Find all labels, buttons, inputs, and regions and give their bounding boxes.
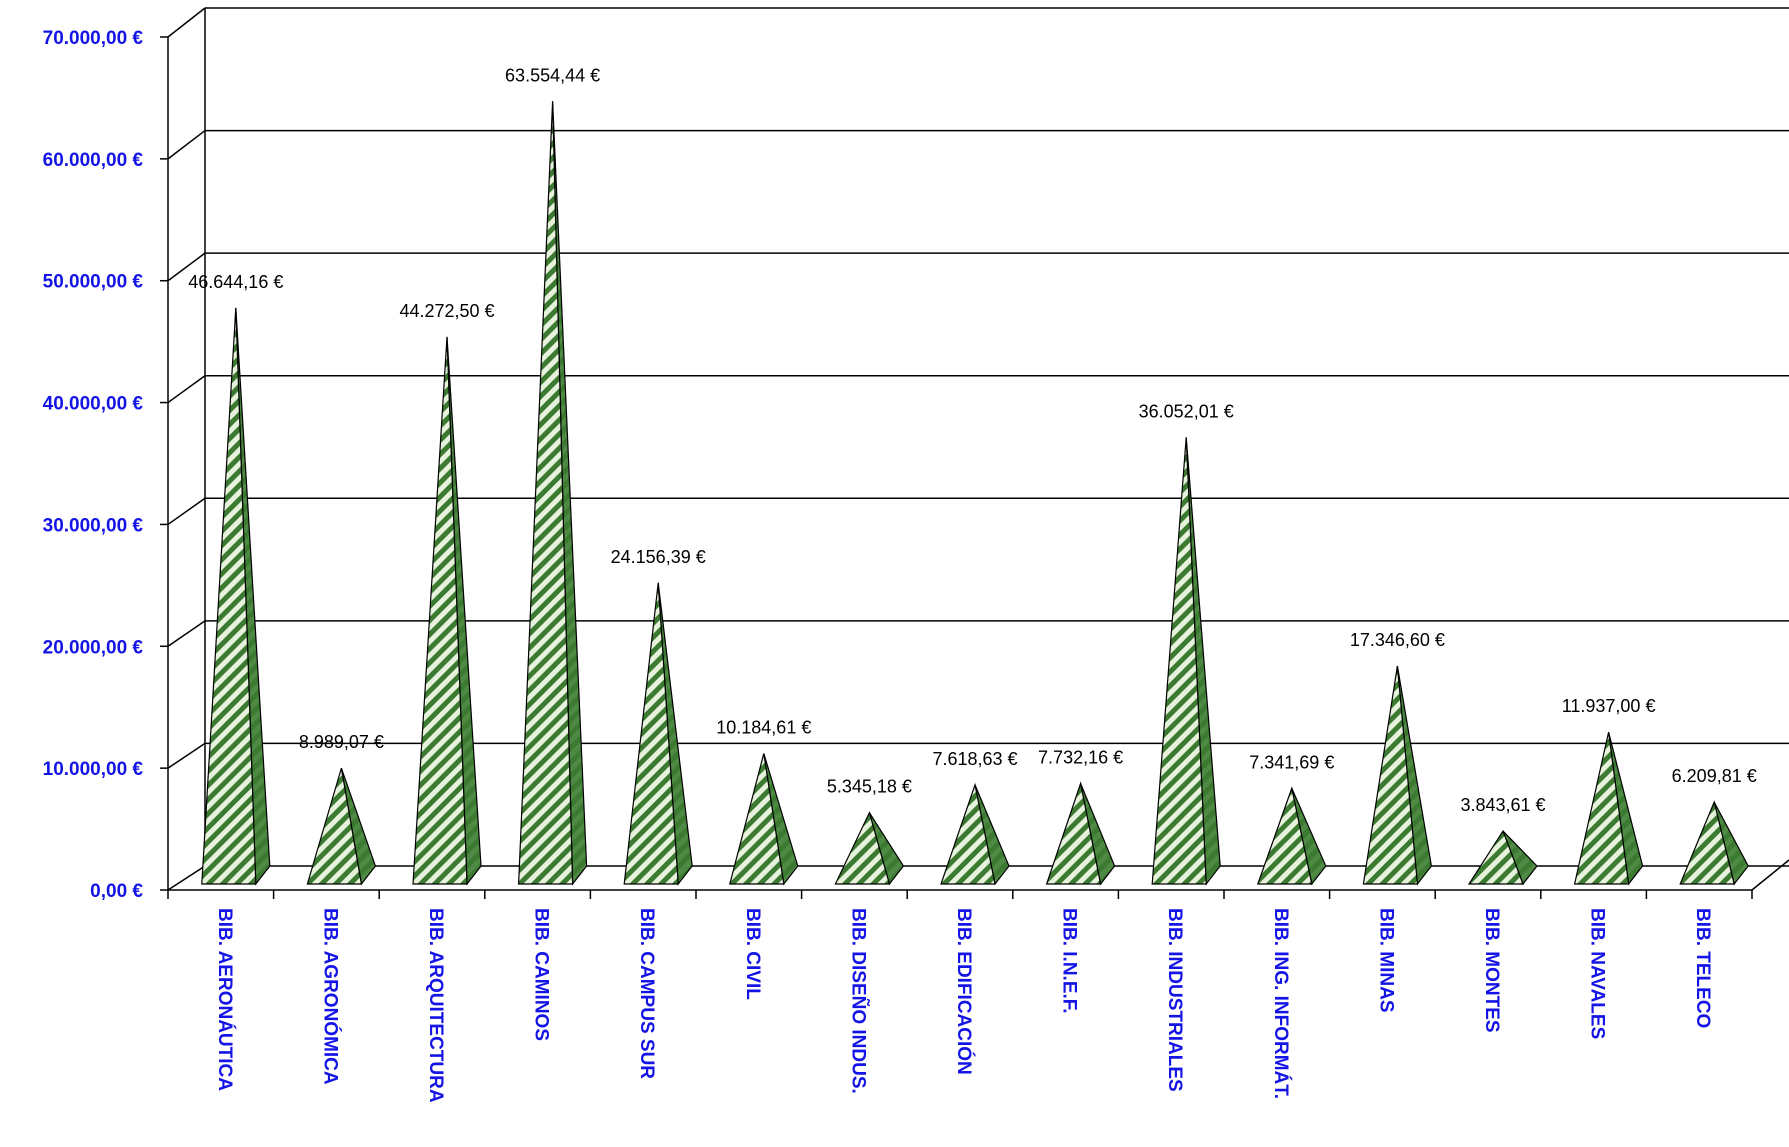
y-tick-labels: 0,00 € 10.000,00 € 20.000,00 € 30.000,00 € 4…	[43, 28, 144, 902]
y-tick-label: 40.000,00 €	[43, 394, 144, 415]
data-label: 8.989,07 €	[299, 732, 384, 752]
bar	[412, 336, 482, 886]
side-gridline	[167, 865, 206, 891]
bar-front-face	[729, 753, 785, 885]
data-label: 5.345,18 €	[827, 777, 912, 797]
data-label: 3.843,61 €	[1460, 795, 1545, 815]
bar	[1573, 731, 1644, 886]
bar-front-face	[940, 782, 996, 885]
data-label: 7.341,69 €	[1249, 752, 1334, 772]
x-tick-label: BIB. AGRONÓMICA	[319, 908, 341, 1085]
data-label: 46.644,16 €	[188, 272, 283, 292]
x-tick-label: BIB. I.N.E.F.	[1059, 908, 1080, 1014]
x-tick-label: BIB. AERONÁUTICA	[214, 908, 236, 1091]
x-tick-label: BIB. MONTES	[1481, 908, 1502, 1033]
data-label: 10.184,61 €	[716, 718, 811, 738]
x-tick-label: BIB. CIVIL	[742, 908, 763, 1000]
bar	[517, 101, 588, 886]
data-label: 63.554,44 €	[505, 65, 600, 85]
bar-front-face	[306, 767, 363, 885]
bar-front-face	[412, 336, 468, 885]
bar-front-face	[1045, 781, 1102, 885]
side-gridline	[167, 620, 206, 647]
x-tick-label: BIB. NAVALES	[1587, 908, 1608, 1039]
bar	[201, 307, 271, 886]
x-tick-label: BIB. EDIFICACIÓN	[953, 908, 975, 1075]
y-tick-label: 60.000,00 €	[43, 150, 144, 171]
side-gridline	[167, 252, 206, 282]
x-tick-label: BIB. CAMINOS	[531, 908, 552, 1041]
data-label: 7.732,16 €	[1038, 748, 1123, 768]
data-label: 36.052,01 €	[1139, 401, 1234, 421]
x-tick-label: BIB. CAMPUS SUR	[636, 908, 657, 1079]
bar	[1679, 800, 1749, 886]
bar-front-face	[517, 101, 574, 885]
bar-front-face	[201, 307, 257, 885]
data-label: 17.346,60 €	[1350, 630, 1445, 650]
bar	[306, 767, 377, 886]
bar-front-face	[1573, 731, 1630, 885]
y-tick-label: 20.000,00 €	[43, 637, 144, 658]
x-tick-label: BIB. INDUSTRIALES	[1164, 908, 1185, 1092]
data-labels: 46.644,16 € 8.989,07 € 44.272,50 € 63.554,4…	[188, 65, 1756, 815]
x-tick-label: BIB. DISEÑO INDUS.	[847, 908, 869, 1094]
bar	[1467, 829, 1538, 886]
x-tick-label: BIB. ING. INFORMÁT.	[1270, 908, 1292, 1099]
side-gridline	[167, 7, 206, 38]
y-tick-label: 0,00 €	[90, 881, 143, 902]
data-label: 7.618,63 €	[932, 749, 1017, 769]
bar-front-face	[1151, 437, 1207, 885]
data-label: 44.272,50 €	[399, 301, 494, 321]
x-tick-labels: BIB. AERONÁUTICA BIB. AGRONÓMICA BIB. ARQU…	[214, 908, 1713, 1103]
bars	[201, 101, 1749, 886]
side-gridline	[167, 375, 206, 404]
data-label: 11.937,00 €	[1562, 696, 1656, 716]
bar	[1151, 437, 1221, 886]
data-label: 24.156,39 €	[611, 547, 706, 567]
x-tick-label: BIB. ARQUITECTURA	[425, 908, 446, 1103]
bar-front-face	[1467, 829, 1524, 885]
bar-front-face	[1679, 800, 1735, 885]
bar-front-face	[834, 810, 891, 885]
side-gridline	[167, 742, 206, 769]
bar	[1362, 665, 1433, 886]
side-gridline	[167, 129, 206, 160]
y-tick-label: 70.000,00 €	[43, 28, 144, 49]
bar-front-face	[1256, 786, 1313, 885]
bar	[729, 753, 799, 886]
data-label: 6.209,81 €	[1672, 766, 1757, 786]
bar	[1256, 786, 1327, 886]
floor-right-edge	[1751, 859, 1789, 891]
bar	[940, 782, 1010, 886]
x-tick-label: BIB. TELECO	[1692, 908, 1713, 1028]
y-tick-label: 10.000,00 €	[43, 759, 144, 780]
side-gridline	[167, 497, 206, 526]
x-tick-label: BIB. MINAS	[1375, 908, 1396, 1013]
bar-front-face	[1362, 665, 1419, 885]
y-tick-label: 50.000,00 €	[43, 272, 144, 293]
bar	[1045, 781, 1116, 886]
y-tick-label: 30.000,00 €	[43, 515, 144, 536]
bar-front-face	[623, 582, 679, 885]
bar	[623, 582, 693, 886]
bar	[834, 810, 905, 886]
